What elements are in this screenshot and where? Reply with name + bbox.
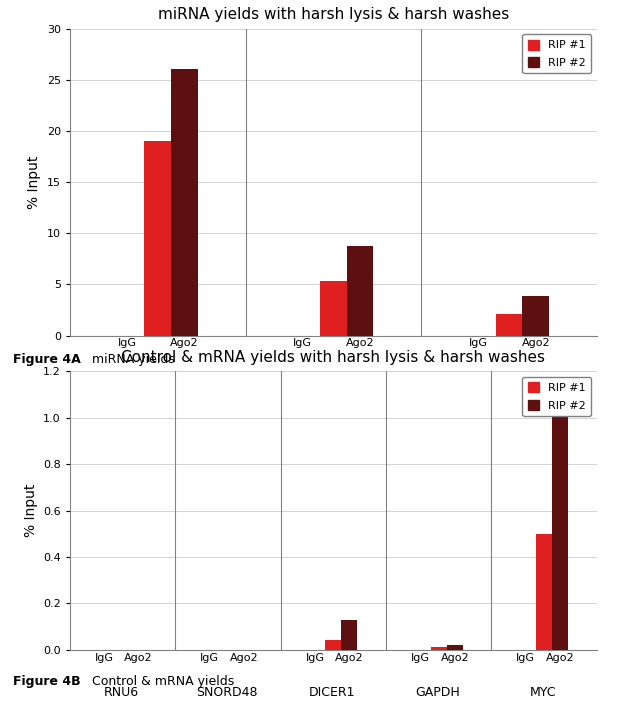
Text: Figure 4A: Figure 4A xyxy=(13,353,81,366)
Bar xyxy=(431,648,447,650)
Bar xyxy=(144,141,171,336)
Bar xyxy=(320,281,347,336)
Bar xyxy=(536,534,552,650)
Legend: RIP #1, RIP #2: RIP #1, RIP #2 xyxy=(523,377,591,416)
Text: SNORD48: SNORD48 xyxy=(196,686,258,699)
Bar xyxy=(447,645,463,650)
Y-axis label: % Input: % Input xyxy=(27,156,41,208)
Bar xyxy=(325,640,342,650)
Text: miR125a: miR125a xyxy=(304,376,359,388)
Text: miRNA yields: miRNA yields xyxy=(92,353,175,366)
Text: let7c: let7c xyxy=(140,376,171,388)
Text: DICER1: DICER1 xyxy=(309,686,356,699)
Legend: RIP #1, RIP #2: RIP #1, RIP #2 xyxy=(523,34,591,74)
Text: miR191: miR191 xyxy=(483,376,531,388)
Bar xyxy=(171,69,197,336)
Title: miRNA yields with harsh lysis & harsh washes: miRNA yields with harsh lysis & harsh wa… xyxy=(157,7,509,22)
Title: Control & mRNA yields with harsh lysis & harsh washes: Control & mRNA yields with harsh lysis &… xyxy=(121,350,545,365)
Text: MYC: MYC xyxy=(530,686,556,699)
Bar xyxy=(496,314,523,336)
Bar xyxy=(347,246,373,336)
Text: RNU6: RNU6 xyxy=(104,686,139,699)
Text: Figure 4B: Figure 4B xyxy=(13,675,80,688)
Bar xyxy=(342,620,358,650)
Y-axis label: % Input: % Input xyxy=(23,484,37,537)
Bar xyxy=(523,296,549,336)
Bar xyxy=(552,404,568,650)
Text: GAPDH: GAPDH xyxy=(415,686,460,699)
Text: Control & mRNA yields: Control & mRNA yields xyxy=(92,675,234,688)
